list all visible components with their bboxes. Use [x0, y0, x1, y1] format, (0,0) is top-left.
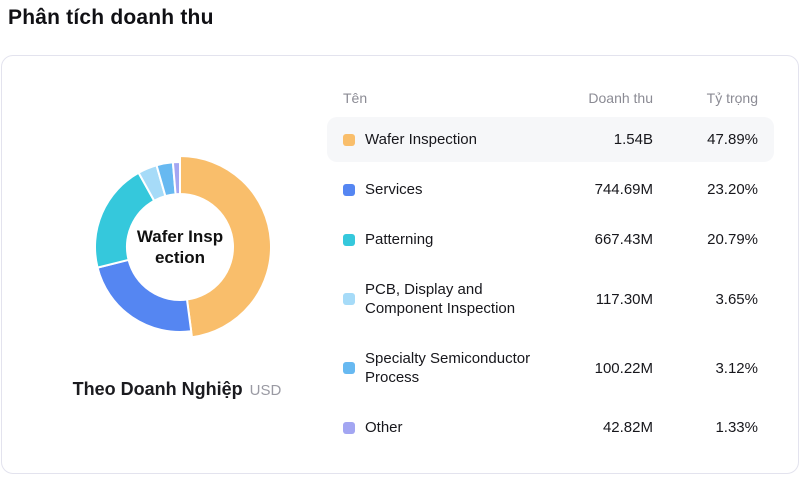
series-name: Patterning: [365, 231, 434, 248]
donut-slice-services[interactable]: [96, 258, 193, 333]
legend-table-header: Tên Doanh thu Tỷ trọng: [327, 56, 774, 117]
series-marker: [343, 362, 355, 374]
table-row-patterning[interactable]: Patterning 667.43M 20.79%: [327, 217, 774, 262]
chart-caption-unit: USD: [249, 382, 282, 399]
header-name: Tên: [343, 90, 368, 106]
header-revenue: Doanh thu: [588, 90, 653, 106]
donut-slice-wafer-inspection[interactable]: [179, 155, 272, 339]
table-row-wafer-inspection[interactable]: Wafer Inspection 1.54B 47.89%: [327, 117, 774, 162]
legend-table: Tên Doanh thu Tỷ trọng Wafer Inspection …: [327, 56, 798, 473]
series-share: 3.65%: [715, 290, 758, 308]
series-revenue: 100.22M: [594, 359, 653, 377]
series-name: Wafer Inspection: [365, 131, 477, 148]
series-marker: [343, 293, 355, 305]
donut-slice-patterning[interactable]: [94, 171, 156, 269]
chart-caption: Theo Doanh Nghiệp USD: [2, 379, 352, 400]
series-marker: [343, 233, 355, 246]
series-name: Other: [365, 419, 403, 436]
series-revenue: 1.54B: [613, 131, 653, 148]
donut-chart-panel: Wafer Insp ection Theo Doanh Nghiệp USD: [2, 56, 327, 473]
series-share: 1.33%: [715, 419, 758, 436]
table-row-specialty-semiconductor-process[interactable]: Specialty Semiconductor Process 100.22M …: [327, 336, 774, 400]
series-marker: [343, 183, 355, 196]
series-name: PCB, Display and Component Inspection: [365, 281, 516, 317]
donut-slice-other[interactable]: [171, 161, 181, 196]
series-revenue: 42.82M: [602, 419, 653, 436]
table-row-other[interactable]: Other 42.82M 1.33%: [327, 405, 774, 450]
series-share: 20.79%: [707, 231, 758, 248]
revenue-analysis-card: Wafer Insp ection Theo Doanh Nghiệp USD T…: [1, 55, 799, 474]
series-share: 47.89%: [707, 131, 758, 148]
series-revenue: 117.30M: [595, 290, 653, 308]
header-share: Tỷ trọng: [706, 90, 758, 106]
series-name: Services: [365, 181, 423, 198]
series-share: 23.20%: [707, 181, 758, 198]
series-revenue: 667.43M: [594, 231, 653, 248]
series-marker: [343, 133, 355, 146]
page-title: Phân tích doanh thu: [8, 6, 214, 29]
chart-caption-text: Theo Doanh Nghiệp: [72, 379, 243, 399]
series-marker: [343, 421, 355, 434]
table-row-services[interactable]: Services 744.69M 23.20%: [327, 167, 774, 212]
series-revenue: 744.69M: [594, 181, 653, 198]
table-row-pcb-display-component-inspection[interactable]: PCB, Display and Component Inspection 11…: [327, 267, 774, 331]
series-share: 3.12%: [715, 359, 758, 377]
donut-chart[interactable]: [15, 82, 345, 412]
series-name: Specialty Semiconductor Process: [365, 350, 531, 386]
